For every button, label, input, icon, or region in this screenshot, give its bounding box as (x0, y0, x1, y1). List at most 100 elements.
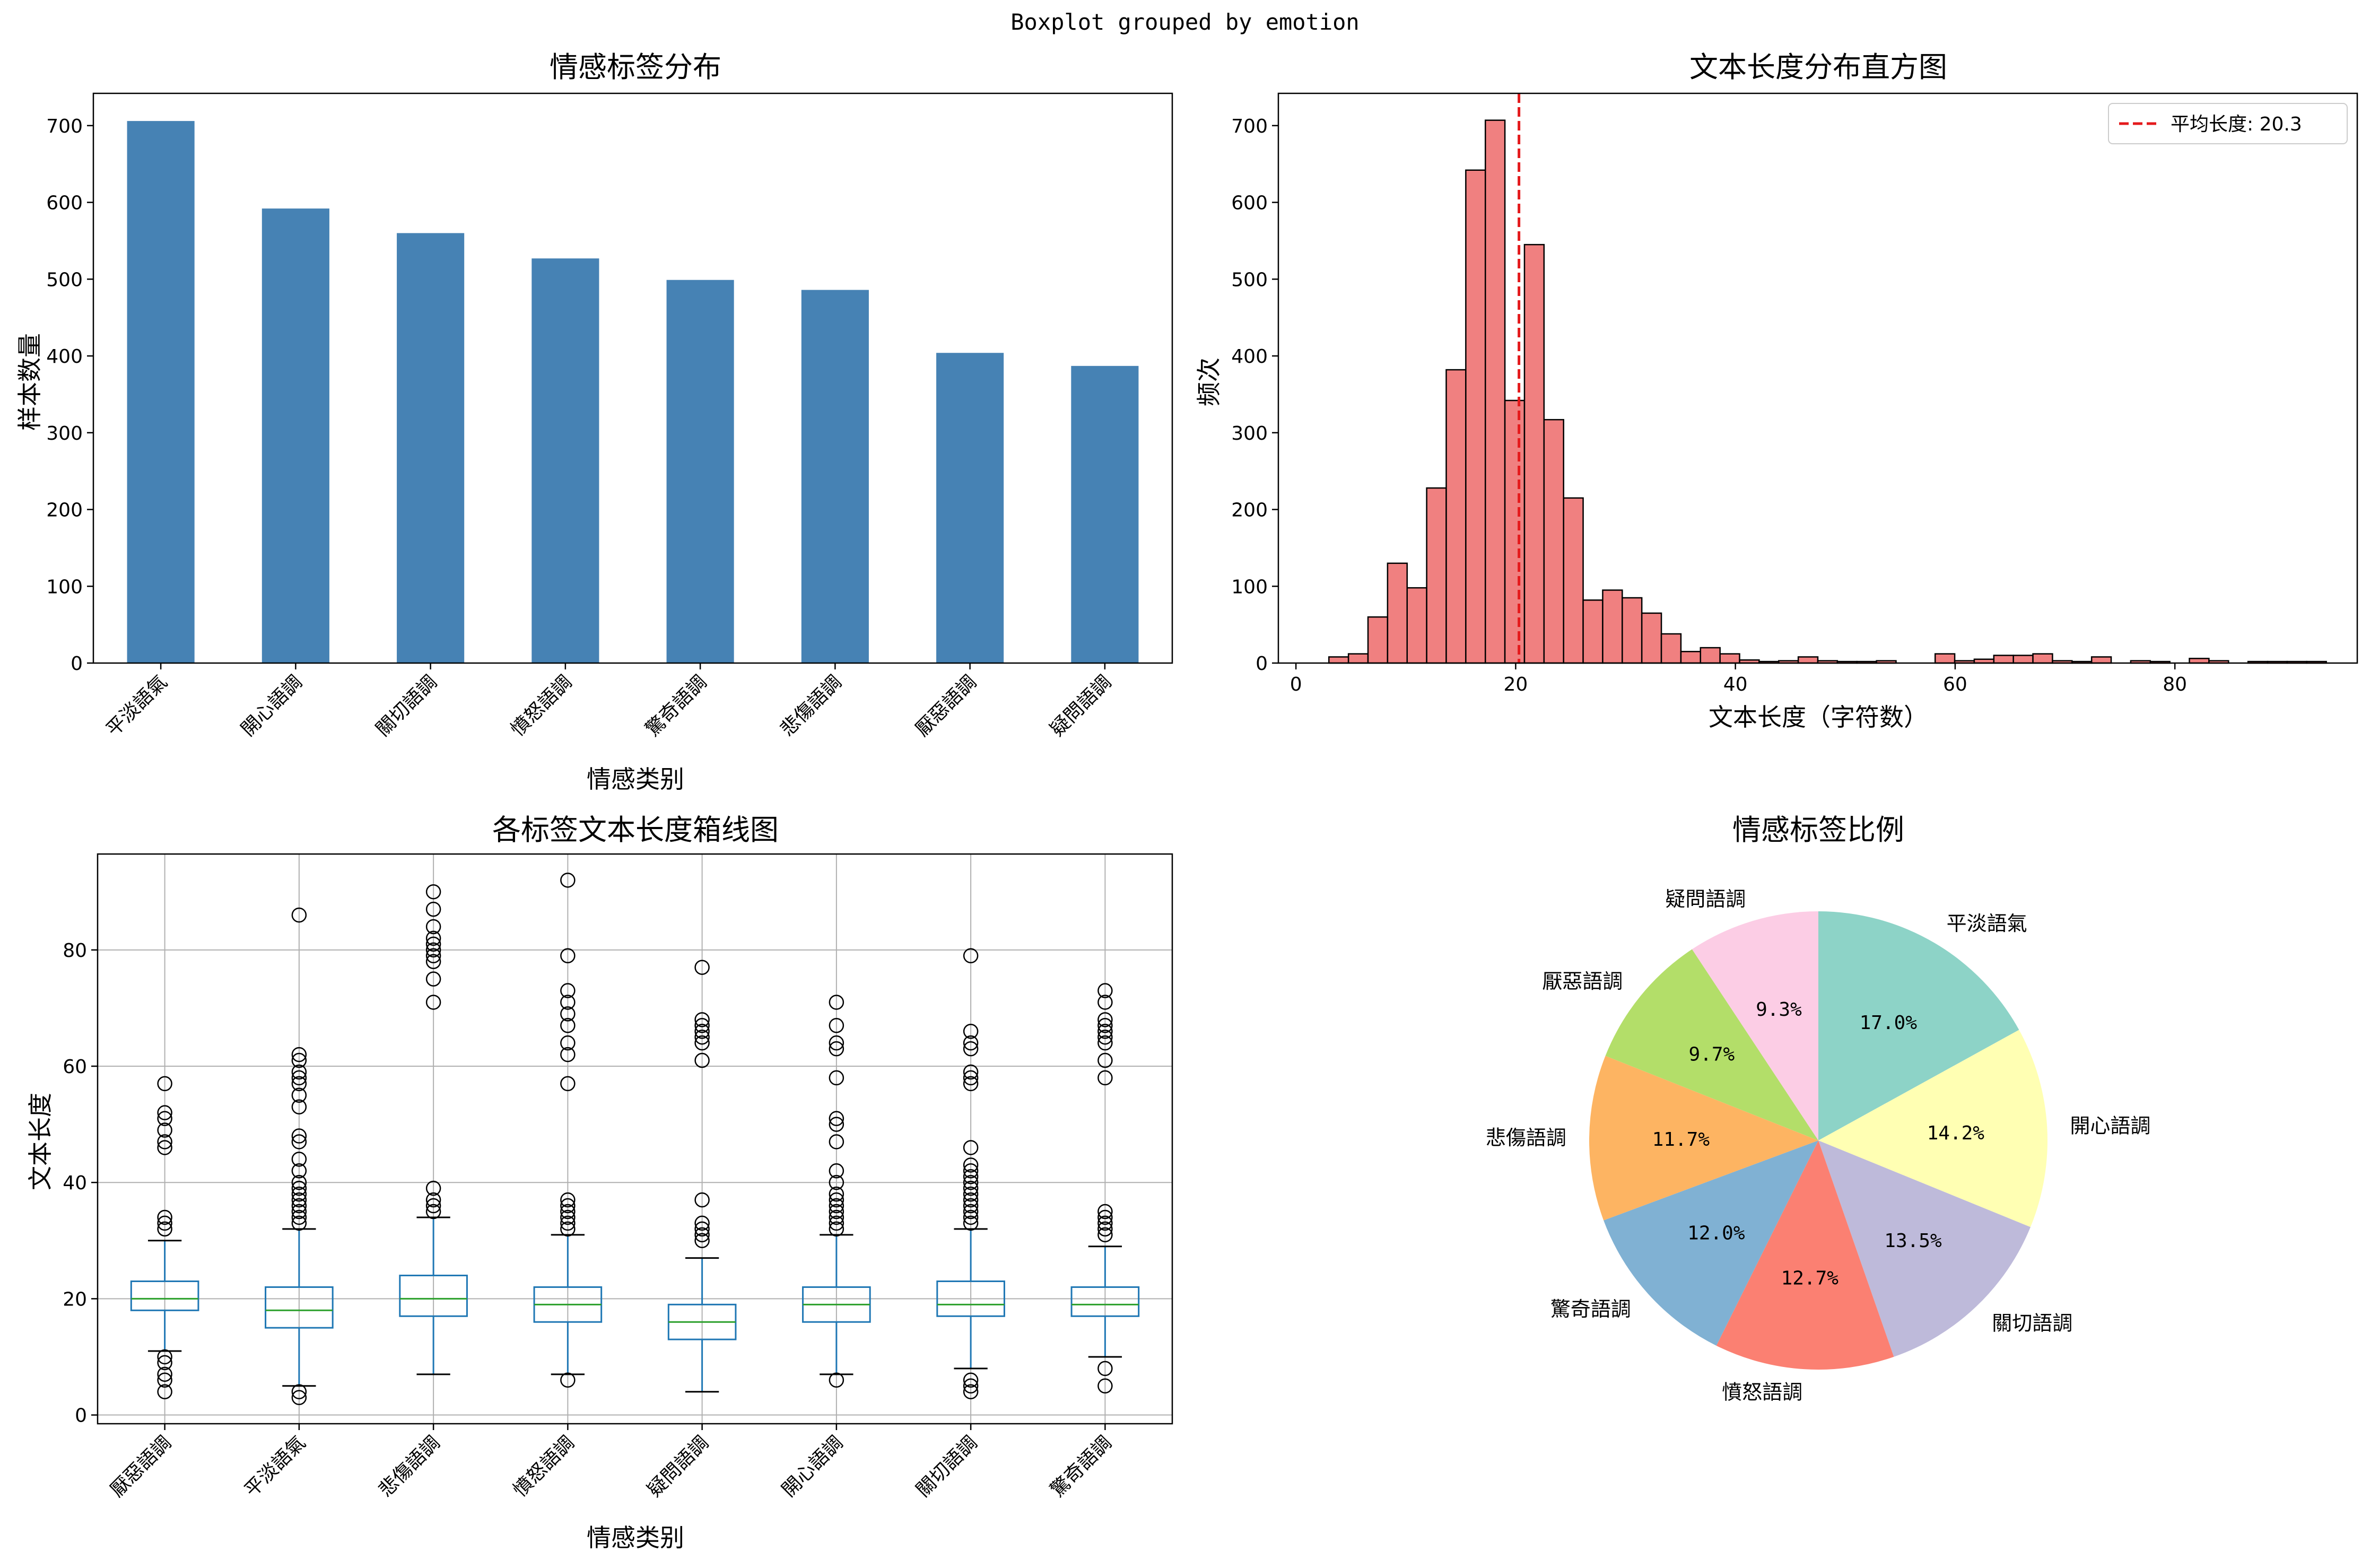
boxplot-outlier (291, 1215, 307, 1231)
pie-chart-panel: 情感标签比例 17.0% 平淡語氣 14.2% 開心語調 13.5% 關切語調 12.7% 憤… (1486, 813, 2151, 1404)
pie-slice-8 (1692, 911, 1818, 1140)
boxplot-outlier (829, 1041, 844, 1057)
boxplot-group-8 (1070, 983, 1140, 1394)
boxplot-outlier (560, 948, 576, 964)
bar-3 (397, 233, 465, 663)
boxplot-outlier (694, 1192, 710, 1208)
boxplot-outlier (694, 1227, 710, 1243)
pie-category-label: 憤怒語調 (1722, 1380, 1802, 1404)
bar-ytick-label: 500 (46, 269, 83, 291)
bar-4 (531, 258, 599, 663)
boxplot-outlier (694, 1221, 710, 1237)
bar-xtick-label: 疑問語調 (1046, 671, 1116, 741)
boxplot-outlier (157, 1366, 172, 1382)
boxplot-outlier (560, 1221, 576, 1237)
figure-suptitle: Boxplot grouped by emotion (1010, 9, 1359, 35)
pie-category-label: 驚奇語調 (1550, 1297, 1631, 1321)
boxplot-outlier (963, 1204, 979, 1219)
boxplot-outlier (157, 1140, 172, 1155)
histogram-xtick-label: 0 (1290, 674, 1302, 695)
histogram-bin (1543, 419, 1564, 664)
boxplot-outlier (291, 1390, 307, 1405)
pie-percent-label: 13.5% (1884, 1230, 1942, 1252)
boxplot-outlier (425, 936, 441, 952)
boxplot-outlier (1097, 1221, 1113, 1237)
boxplot-outlier (425, 948, 441, 964)
boxplot-group-2 (265, 907, 334, 1405)
boxplot-box (1070, 1286, 1140, 1317)
pie-category-label: 關切語調 (1992, 1312, 2072, 1335)
boxplot-outlier (560, 1215, 576, 1231)
histogram-xtick-label: 60 (1943, 674, 1967, 695)
pie-category-label: 悲傷語調 (1486, 1126, 1566, 1149)
boxplot-box (265, 1286, 334, 1329)
bar-7 (936, 353, 1004, 663)
legend-box (2108, 103, 2348, 144)
bar-xtick-label: 憤怒語調 (507, 671, 576, 741)
boxplot-outlier (829, 1111, 844, 1126)
pie-slice-3 (1818, 1140, 2031, 1357)
boxplot-outlier (963, 1174, 979, 1190)
boxplot-outlier (1097, 1012, 1113, 1027)
boxplot-outlier (425, 1198, 441, 1214)
boxplot-outlier (560, 1035, 576, 1051)
boxplot-outlier (157, 1105, 172, 1120)
boxplot-outlier (829, 1117, 844, 1132)
boxplot-outlier (157, 1209, 172, 1225)
boxplot-outlier (963, 948, 979, 964)
boxplot-box (936, 1280, 1005, 1317)
pie-slice-6 (1589, 1056, 1818, 1221)
boxplot-outlier (560, 995, 576, 1010)
boxplot-outlier (963, 1192, 979, 1208)
boxplot-outlier (829, 1163, 844, 1179)
bar-xtick-label: 開心語調 (237, 671, 307, 741)
pie-percent-label: 9.3% (1756, 999, 1802, 1021)
bar-ytick-label: 100 (46, 576, 83, 598)
bar-ytick-label: 600 (46, 193, 83, 214)
histogram-xtick-label: 40 (1723, 674, 1748, 695)
boxplot-xtick-label: 平淡語氣 (240, 1432, 310, 1501)
boxplot-outlier (291, 1163, 307, 1179)
histogram-bin (1719, 653, 1740, 664)
histogram-ytick-label: 700 (1231, 116, 1268, 137)
boxplot-outlier (963, 1076, 979, 1092)
boxplot-outlier (157, 1355, 172, 1371)
boxplot-outlier (560, 983, 576, 998)
bar-ytick-label: 300 (46, 423, 83, 445)
bar-chart-xlabel: 情感类别 (587, 765, 684, 794)
boxplot-outlier (1097, 1209, 1113, 1225)
boxplot-outlier (829, 1204, 844, 1219)
histogram-legend: 平均长度: 20.3 (2108, 103, 2348, 144)
boxplot-outlier (1097, 1361, 1113, 1377)
boxplot-outlier (425, 1180, 441, 1196)
pie-chart-title: 情感标签比例 (1732, 813, 1904, 847)
boxplot-outlier (560, 1192, 576, 1208)
boxplot-outlier (963, 1064, 979, 1080)
boxplot-outlier (425, 995, 441, 1010)
boxplot-outlier (157, 1372, 172, 1388)
boxplot-group-6 (802, 995, 871, 1388)
boxplot-outlier (963, 1180, 979, 1196)
histogram-bin (1700, 647, 1721, 664)
boxplot-outlier (560, 1372, 576, 1388)
boxplot-outlier (560, 1006, 576, 1022)
boxplot-ytick-label: 40 (63, 1172, 87, 1194)
boxplot-outlier (425, 901, 441, 917)
histogram-bin (1367, 616, 1389, 664)
boxplot-outlier (560, 1047, 576, 1062)
histogram-xtick-label: 80 (2163, 674, 2187, 695)
boxplot-outlier (291, 1192, 307, 1208)
boxplot-outlier (694, 1029, 710, 1045)
bar-xtick-label: 關切語調 (372, 671, 441, 741)
boxplot-outlier (425, 930, 441, 946)
boxplot-outlier (694, 960, 710, 975)
histogram-ytick-label: 600 (1231, 193, 1268, 214)
histogram-bin (2090, 656, 2112, 664)
histogram-bin (1680, 651, 1702, 664)
boxplot-outlier (963, 1163, 979, 1179)
boxplot-outlier (1097, 1215, 1113, 1231)
bar-xtick-label: 平淡語氣 (102, 671, 172, 741)
boxplot-outlier (963, 1169, 979, 1184)
